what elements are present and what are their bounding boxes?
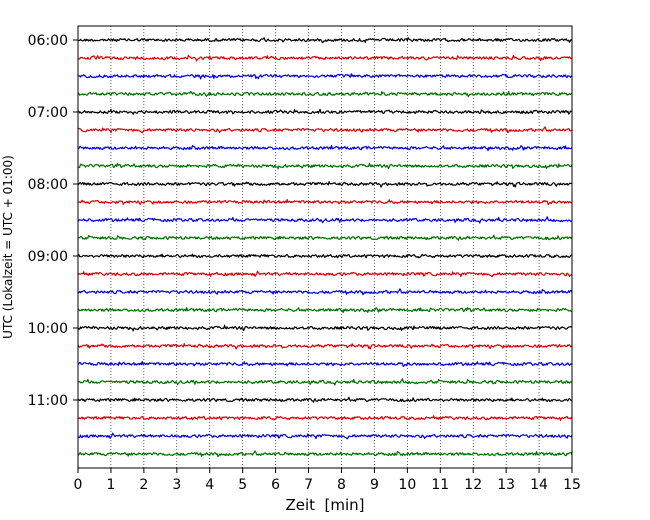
plot-background xyxy=(78,26,572,468)
x-tick-label-13: 13 xyxy=(497,477,515,493)
trace-0700 xyxy=(77,108,573,115)
trace-0630 xyxy=(77,73,573,80)
trace-1115 xyxy=(77,415,573,421)
x-tick-label-7: 7 xyxy=(304,477,313,493)
x-tick-label-11: 11 xyxy=(431,477,449,493)
x-tick-label-3: 3 xyxy=(172,477,181,493)
x-tick-label-2: 2 xyxy=(139,477,148,493)
trace-0830 xyxy=(77,216,573,224)
trace-0815 xyxy=(77,198,573,205)
trace-0945 xyxy=(77,306,573,314)
trace-0845 xyxy=(77,234,573,241)
x-tick-label-10: 10 xyxy=(398,477,416,493)
trace-1100 xyxy=(77,396,573,403)
trace-0900 xyxy=(77,253,573,259)
trace-0800 xyxy=(77,181,573,188)
trace-group xyxy=(77,37,573,458)
trace-1130 xyxy=(77,432,573,440)
y-tick-label-0900: 09:00 xyxy=(28,249,68,265)
x-tick-label-6: 6 xyxy=(271,477,280,493)
x-tick-label-9: 9 xyxy=(370,477,379,493)
x-tick-label-14: 14 xyxy=(530,477,548,493)
trace-0745 xyxy=(77,162,573,170)
trace-1015 xyxy=(77,343,573,350)
trace-1030 xyxy=(77,360,573,367)
y-tick-label-0800: 08:00 xyxy=(28,177,68,193)
x-tick-label-12: 12 xyxy=(464,477,482,493)
trace-0730 xyxy=(78,144,573,152)
y-tick-label-1000: 10:00 xyxy=(28,321,68,337)
trace-1145 xyxy=(77,450,573,458)
x-tick-label-0: 0 xyxy=(74,477,83,493)
x-tick-label-8: 8 xyxy=(337,477,346,493)
y-axis-label: UTC (Lokalzeit = UTC + 01:00) xyxy=(1,155,15,339)
x-tick-label-1: 1 xyxy=(106,477,115,493)
trace-1045 xyxy=(77,378,573,386)
x-tick-label-5: 5 xyxy=(238,477,247,493)
y-axis-ticks: 06:00 07:00 08:00 09:00 10:00 11:00 xyxy=(28,33,78,409)
trace-0645 xyxy=(77,90,573,98)
y-tick-label-0700: 07:00 xyxy=(28,105,68,121)
trace-0600 xyxy=(77,37,573,44)
y-tick-label-1100: 11:00 xyxy=(28,393,68,409)
y-tick-label-0600: 06:00 xyxy=(28,33,68,49)
plot-frame xyxy=(77,25,573,469)
trace-0930 xyxy=(77,288,573,296)
trace-0715 xyxy=(77,126,573,134)
x-tick-label-4: 4 xyxy=(205,477,214,493)
trace-0915 xyxy=(77,270,573,278)
x-tick-label-15: 15 xyxy=(563,477,581,493)
trace-1000 xyxy=(77,324,573,332)
trace-0615 xyxy=(77,54,573,62)
x-axis-ticks: 0 1 2 3 4 5 6 7 8 9 10 11 12 13 14 15 xyxy=(74,468,581,493)
x-axis-label: Zeit [min] xyxy=(285,496,364,514)
